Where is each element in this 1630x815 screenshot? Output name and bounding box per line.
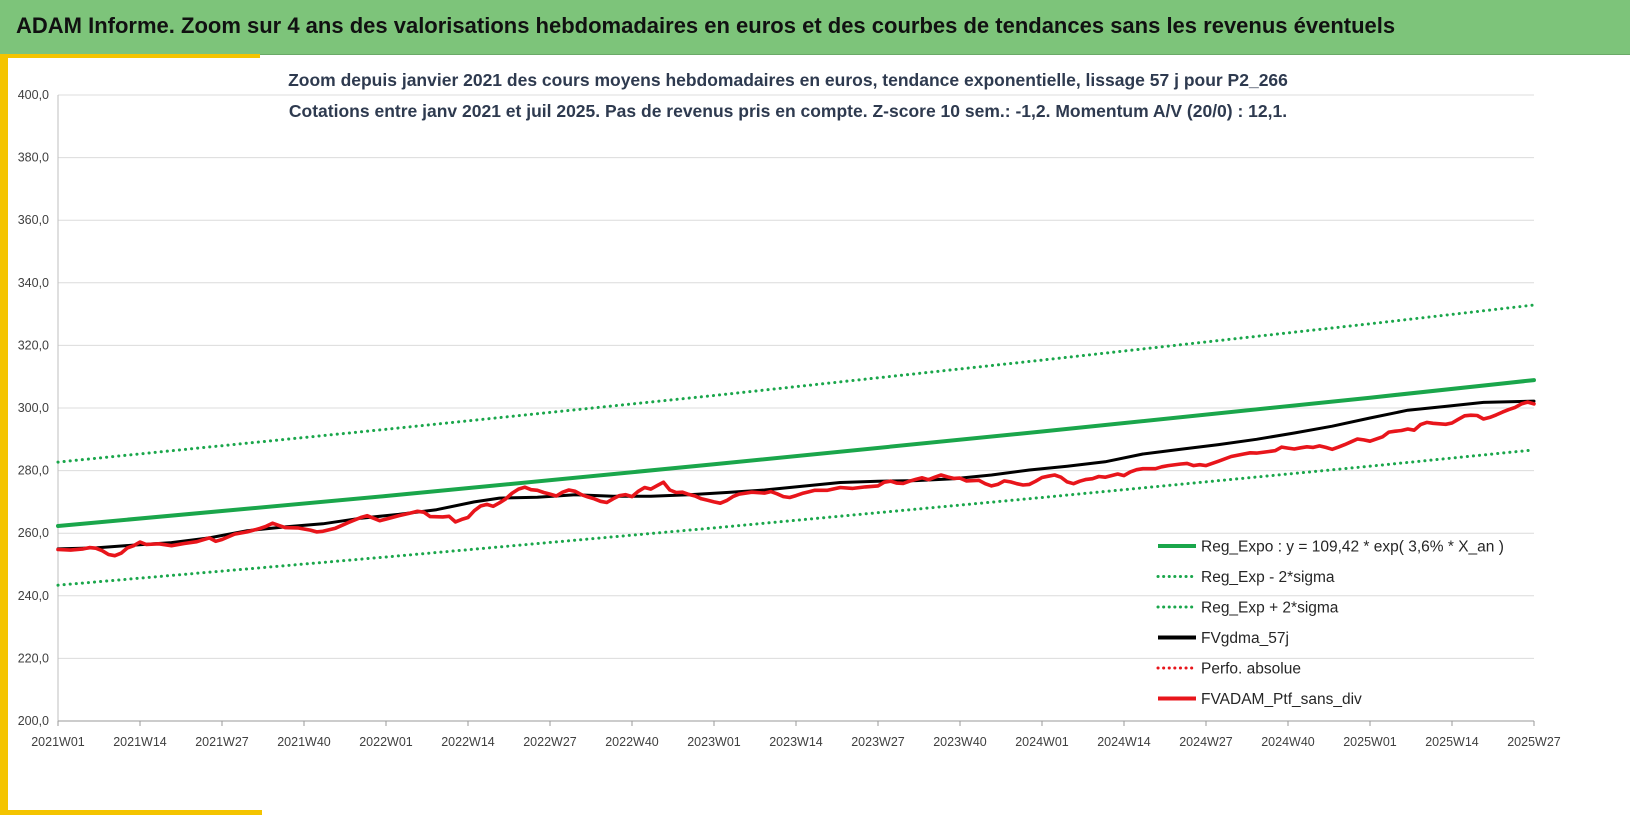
reg-expo-line: [56, 378, 1536, 528]
x-tick-label: 2021W40: [277, 735, 331, 749]
x-tick-label: 2022W27: [523, 735, 577, 749]
left-accent-bar: [0, 54, 8, 815]
x-tick-label: 2025W27: [1507, 735, 1561, 749]
fvgdma-57j-line: [56, 399, 1536, 551]
x-tick-label: 2023W40: [933, 735, 987, 749]
y-tick-label: 240,0: [18, 589, 49, 603]
x-tick-label: 2022W01: [359, 735, 413, 749]
x-tick-label: 2024W27: [1179, 735, 1233, 749]
legend-label: Perfo. absolue: [1201, 661, 1301, 678]
legend-label: Reg_Exp + 2*sigma: [1201, 600, 1339, 617]
y-tick-label: 380,0: [18, 151, 49, 165]
x-tick-label: 2021W27: [195, 735, 249, 749]
y-tick-label: 360,0: [18, 213, 49, 227]
legend-label: Reg_Exp - 2*sigma: [1201, 569, 1335, 586]
fvadam-ptf-sans-div-line: [56, 400, 1536, 558]
x-tick-label: 2023W27: [851, 735, 905, 749]
y-tick-label: 400,0: [18, 88, 49, 102]
legend: Reg_Expo : y = 109,42 * exp( 3,6% * X_an…: [1156, 539, 1504, 708]
legend-label: FVADAM_Ptf_sans_div: [1201, 691, 1362, 708]
y-tick-label: 340,0: [18, 276, 49, 290]
y-tick-label: 220,0: [18, 651, 49, 665]
y-tick-label: 320,0: [18, 338, 49, 352]
x-tick-label: 2022W14: [441, 735, 495, 749]
x-tick-label: 2022W40: [605, 735, 659, 749]
legend-label: FVgdma_57j: [1201, 630, 1289, 647]
chart-title: Zoom depuis janvier 2021 des cours moyen…: [288, 70, 1288, 121]
reg-exp-plus-2sigma-line: [56, 303, 1536, 464]
chart-title-line: Zoom depuis janvier 2021 des cours moyen…: [288, 70, 1288, 90]
x-tick-label: 2021W14: [113, 735, 167, 749]
chart-area: 200,0 220,0 240,0 260,0 280,0 300,0 320,0 340,0…: [8, 58, 1628, 810]
reg-exp-minus-2sigma-line: [56, 448, 1536, 587]
bottom-accent-bar: [0, 810, 262, 815]
legend-label: Reg_Expo : y = 109,42 * exp( 3,6% * X_an…: [1201, 539, 1504, 556]
chart-title-line: Cotations entre janv 2021 et juil 2025. …: [289, 101, 1287, 121]
series-lines: [56, 303, 1536, 587]
top-accent-bar: [8, 54, 260, 58]
axes: 200,0 220,0 240,0 260,0 280,0 300,0 320,0 340,0…: [18, 88, 1561, 749]
x-tick-label: 2024W14: [1097, 735, 1151, 749]
x-tick-label: 2025W14: [1425, 735, 1479, 749]
x-tick-label: 2024W40: [1261, 735, 1315, 749]
x-tick-label: 2023W01: [687, 735, 741, 749]
y-tick-label: 300,0: [18, 401, 49, 415]
x-tick-label: 2024W01: [1015, 735, 1069, 749]
page-title: ADAM Informe. Zoom sur 4 ans des valoris…: [16, 13, 1396, 38]
x-tick-label: 2023W14: [769, 735, 823, 749]
x-tick-label: 2021W01: [31, 735, 85, 749]
x-tick-label: 2025W01: [1343, 735, 1397, 749]
y-tick-label: 200,0: [18, 714, 49, 728]
header-banner: ADAM Informe. Zoom sur 4 ans des valoris…: [0, 0, 1630, 55]
y-tick-label: 260,0: [18, 526, 49, 540]
grid-lines: [58, 94, 1534, 722]
chart-svg: 200,0 220,0 240,0 260,0 280,0 300,0 320,0 340,0…: [18, 70, 1561, 749]
y-tick-label: 280,0: [18, 464, 49, 478]
